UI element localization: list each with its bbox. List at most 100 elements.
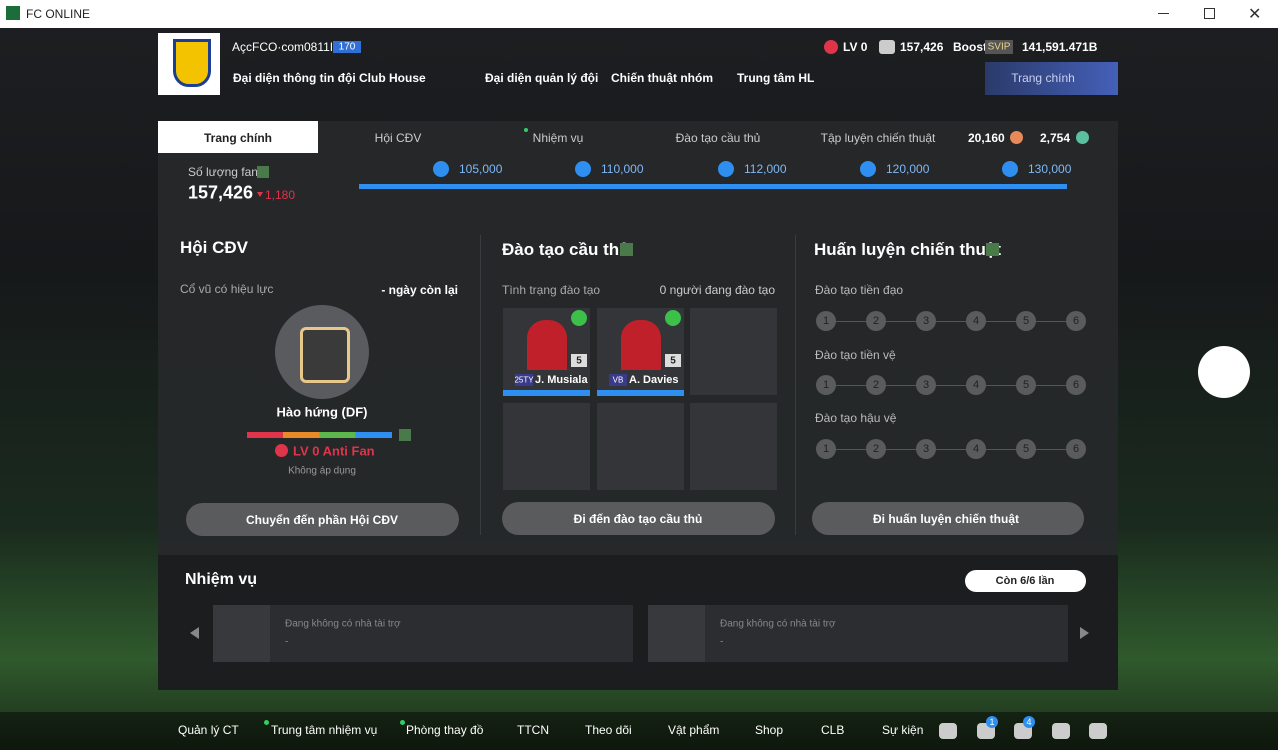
progress-bar <box>359 184 1067 189</box>
arrow-right[interactable] <box>1080 627 1089 639</box>
help-icon <box>620 243 633 256</box>
milestone: 112,000 <box>744 162 787 176</box>
button[interactable] <box>812 502 1084 535</box>
check <box>571 310 587 326</box>
bottom-nav-item[interactable]: Shop <box>755 723 784 737</box>
player-slot <box>597 403 684 490</box>
bottom-nav-item[interactable]: Theo dõi <box>585 723 632 737</box>
tab-dot <box>524 128 528 132</box>
step-circle <box>1066 311 1086 331</box>
tab[interactable]: Đào tạo cầu thủ <box>675 131 761 145</box>
nav-link[interactable]: Chiến thuật nhóm <box>611 71 713 85</box>
bottom-nav-item[interactable]: Trung tâm nhiệm vụ <box>271 723 378 737</box>
tab[interactable]: Nhiệm vụ <box>532 131 584 145</box>
step-number: 3 <box>922 315 930 327</box>
button[interactable] <box>502 502 775 535</box>
maximize[interactable] <box>1204 8 1215 19</box>
chat-button[interactable] <box>1198 346 1250 398</box>
milestone-check <box>860 161 876 177</box>
title-bar: ✕ <box>0 0 1278 28</box>
nav-link[interactable]: Club House <box>359 71 426 85</box>
step-circle <box>966 375 986 395</box>
step-circle <box>916 375 936 395</box>
panel-title: Huấn luyện chiến thuật <box>814 240 1002 259</box>
bottom-icon[interactable] <box>939 723 957 739</box>
season-badge <box>515 374 533 386</box>
coin-icon <box>879 40 895 54</box>
balance: 141,591.471B <box>1022 40 1098 54</box>
bottom-icon[interactable] <box>1089 723 1107 739</box>
step-number: 6 <box>1072 443 1080 455</box>
home-button[interactable] <box>985 62 1118 95</box>
home-button-label[interactable]: Trang chính <box>1011 71 1075 85</box>
divider <box>795 235 796 535</box>
app-icon <box>6 6 20 20</box>
card-text: Đang không có nhà tài trợ <box>720 618 836 630</box>
card-sub: - <box>285 636 289 648</box>
bottom-nav-item[interactable]: CLB <box>821 723 845 737</box>
fan-club-level: LV 0 Anti Fan <box>293 443 375 459</box>
step-number: 1 <box>822 315 830 327</box>
arrow-left[interactable] <box>190 627 199 639</box>
step-circle <box>1016 311 1036 331</box>
milestone: 105,000 <box>459 162 503 176</box>
step-number: 2 <box>872 315 880 327</box>
button-label[interactable]: Đi huấn luyện chiến thuật <box>872 512 1020 526</box>
fan-change: 1,180 <box>265 188 296 202</box>
training-count: 0 người đang đào tạo <box>659 283 775 297</box>
step-circle <box>816 439 836 459</box>
fan-level: LV 0 <box>843 40 868 54</box>
tab[interactable]: Trang chính <box>203 131 273 145</box>
step-circle <box>866 439 886 459</box>
bottom-icon[interactable] <box>1052 723 1070 739</box>
mood: Hào hứng (DF) <box>276 404 368 420</box>
nav-link[interactable]: Trung tâm HL <box>737 71 815 85</box>
step-number: 5 <box>1022 315 1030 327</box>
player-level: 5 <box>670 355 676 367</box>
mood-badge <box>300 327 350 383</box>
currency: 20,160 <box>968 131 1005 145</box>
bottom-nav-item[interactable]: Sự kiện <box>882 723 924 737</box>
bottom-nav-item[interactable]: TTCN <box>517 723 549 737</box>
player-slot <box>690 308 777 395</box>
button-label[interactable]: Đi đến đào tạo cầu thủ <box>573 512 703 526</box>
section-title: Nhiệm vụ <box>185 571 258 588</box>
help-icon <box>986 243 999 256</box>
step-circle <box>1016 375 1036 395</box>
step-circle <box>966 311 986 331</box>
nav-link[interactable]: Đại diện quản lý đội <box>485 71 599 85</box>
player-photo <box>527 320 567 370</box>
step-circle <box>816 311 836 331</box>
level-box <box>571 354 587 367</box>
close[interactable]: ✕ <box>1248 6 1262 23</box>
window-title: FC ONLINE <box>26 7 91 21</box>
step-circle <box>1066 439 1086 459</box>
step-number: 3 <box>922 379 930 391</box>
nav-link[interactable]: Đại diện thông tin đội <box>233 71 356 85</box>
fan-count: 157,426 <box>188 182 254 203</box>
step-number: 5 <box>1022 379 1030 391</box>
button[interactable] <box>186 503 459 536</box>
step-number: 1 <box>822 443 830 455</box>
minimize[interactable] <box>1158 13 1169 14</box>
bottom-nav-item[interactable]: Phòng thay đồ <box>406 723 484 737</box>
tab[interactable]: Hội CĐV <box>374 131 422 145</box>
bottom-nav-item[interactable]: Vật phẩm <box>668 723 720 737</box>
bottom-nav-item[interactable]: Quản lý CT <box>178 723 239 737</box>
svip: SVIP <box>987 41 1011 53</box>
currency-icon <box>1076 131 1089 144</box>
milestone-check <box>1002 161 1018 177</box>
currency-icon <box>1010 131 1023 144</box>
active-tab[interactable] <box>158 121 318 153</box>
mission-card <box>213 605 633 662</box>
button-label[interactable]: Chuyển đến phần Hội CĐV <box>245 513 399 527</box>
down-arrow <box>257 192 263 197</box>
badge <box>1023 716 1035 728</box>
label: Cổ vũ có hiệu lực <box>180 282 274 296</box>
milestone-check <box>433 161 449 177</box>
mood-bar <box>247 432 392 438</box>
tab[interactable]: Tập luyện chiến thuật <box>820 131 936 145</box>
row-label: Đào tạo tiền đạo <box>815 283 904 297</box>
level-box <box>665 354 681 367</box>
